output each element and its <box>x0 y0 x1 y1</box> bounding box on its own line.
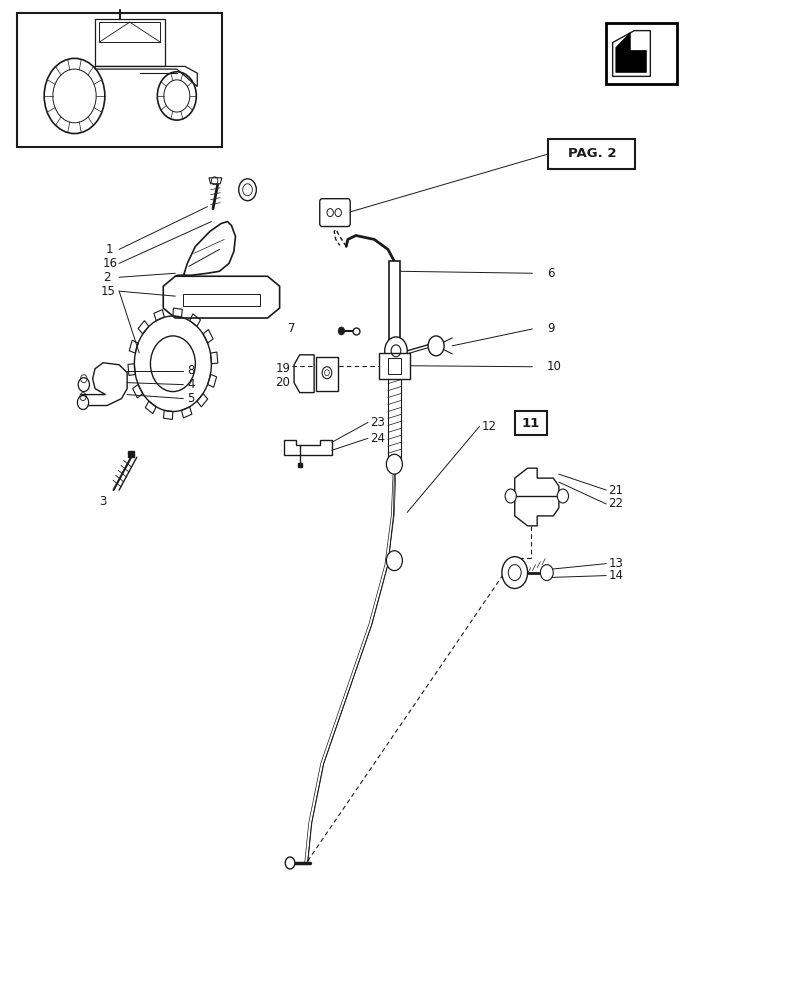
Text: 6: 6 <box>547 267 554 280</box>
Circle shape <box>558 489 569 503</box>
FancyBboxPatch shape <box>515 411 547 435</box>
FancyBboxPatch shape <box>388 358 401 374</box>
Text: 14: 14 <box>608 569 624 582</box>
Circle shape <box>385 337 407 365</box>
Circle shape <box>238 179 256 201</box>
FancyBboxPatch shape <box>320 199 350 227</box>
FancyBboxPatch shape <box>389 261 400 351</box>
Text: 13: 13 <box>608 557 624 570</box>
Polygon shape <box>612 31 650 76</box>
Polygon shape <box>616 33 646 72</box>
FancyBboxPatch shape <box>17 13 222 147</box>
Circle shape <box>386 551 402 571</box>
Circle shape <box>428 336 444 356</box>
FancyBboxPatch shape <box>316 357 339 391</box>
Circle shape <box>386 454 402 474</box>
Text: 24: 24 <box>370 432 385 445</box>
FancyBboxPatch shape <box>606 23 677 84</box>
Text: 21: 21 <box>608 484 624 497</box>
Circle shape <box>78 396 89 410</box>
Circle shape <box>78 378 90 392</box>
Text: 11: 11 <box>522 417 540 430</box>
Circle shape <box>505 489 516 503</box>
Text: 9: 9 <box>547 322 554 335</box>
Polygon shape <box>209 178 222 184</box>
Circle shape <box>541 565 553 581</box>
Text: 15: 15 <box>101 285 116 298</box>
Text: 23: 23 <box>370 416 385 429</box>
Text: 7: 7 <box>288 322 295 335</box>
Circle shape <box>285 857 295 869</box>
Text: 4: 4 <box>187 378 195 391</box>
Text: 20: 20 <box>276 376 291 389</box>
Text: 22: 22 <box>608 497 624 510</box>
Circle shape <box>502 557 528 589</box>
Text: 19: 19 <box>276 362 291 375</box>
Text: 5: 5 <box>187 392 195 405</box>
Text: 1: 1 <box>106 243 113 256</box>
FancyBboxPatch shape <box>549 139 635 169</box>
Circle shape <box>339 327 345 335</box>
FancyBboxPatch shape <box>379 353 410 379</box>
Text: 8: 8 <box>187 364 195 377</box>
Text: 16: 16 <box>103 257 118 270</box>
Text: 10: 10 <box>547 360 562 373</box>
Text: 2: 2 <box>103 271 111 284</box>
Text: 12: 12 <box>482 420 497 433</box>
Text: PAG. 2: PAG. 2 <box>567 147 616 160</box>
Text: 3: 3 <box>99 495 107 508</box>
FancyBboxPatch shape <box>183 294 259 306</box>
